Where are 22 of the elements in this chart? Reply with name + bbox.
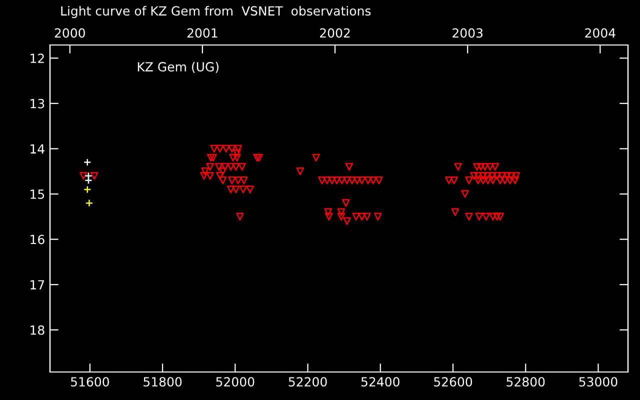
y-tick-label: 12 xyxy=(30,54,44,63)
x-tick-label: 52600 xyxy=(434,377,472,387)
y-tick-label: 16 xyxy=(30,234,44,244)
y-tick-label: 18 xyxy=(30,325,44,335)
y-tick-label: 17 xyxy=(30,280,44,290)
y-tick-label: 15 xyxy=(30,190,44,199)
x-tick-label: 52400 xyxy=(361,377,400,387)
y-tick-label: 14 xyxy=(30,144,44,154)
x-tick-label: 51600 xyxy=(71,377,109,387)
x2-tick-label: 2003 xyxy=(452,28,482,38)
x2-tick-label: 2000 xyxy=(54,28,85,38)
x2-tick-label: 2001 xyxy=(187,28,218,38)
chart-title: Light curve of KZ Gem from VSNET observations xyxy=(61,6,371,18)
x-tick-label: 52000 xyxy=(216,377,254,387)
x-tick-label: 52200 xyxy=(288,377,327,387)
x-tick-label: 52800 xyxy=(506,377,545,387)
x2-tick-label: 2002 xyxy=(320,28,350,38)
annotation: KZ Gem (UG) xyxy=(138,62,218,73)
x2-tick-label: 2004 xyxy=(585,28,616,38)
y-tick-label: 13 xyxy=(30,98,44,108)
x-tick-label: 51800 xyxy=(144,377,182,387)
x-tick-label: 53000 xyxy=(579,377,618,387)
